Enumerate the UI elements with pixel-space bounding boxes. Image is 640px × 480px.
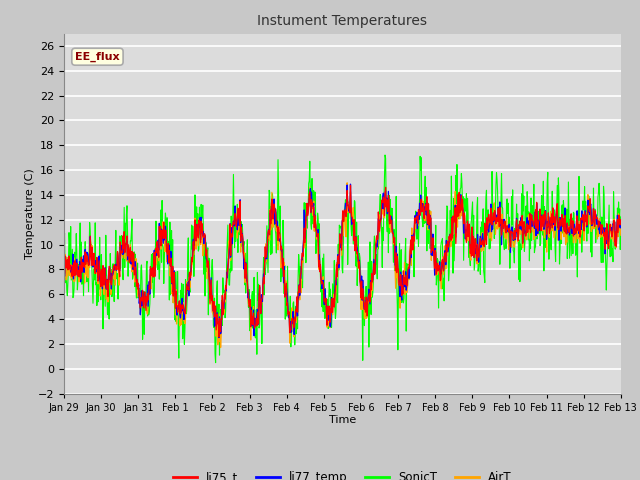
li75_t (286, 330, 294, 336)
AirT (60, 257, 68, 263)
SonicT (381, 152, 389, 158)
li77_temp (617, 220, 625, 226)
li75_t (215, 334, 223, 340)
SonicT (117, 236, 125, 242)
SonicT (286, 310, 294, 316)
li77_temp (215, 335, 223, 340)
li77_temp (444, 239, 451, 245)
Line: SonicT: SonicT (64, 155, 621, 363)
Line: AirT: AirT (64, 183, 621, 348)
Line: li75_t: li75_t (64, 185, 621, 337)
SonicT (617, 214, 625, 220)
li77_temp (286, 330, 294, 336)
li77_temp (306, 192, 314, 198)
SonicT (306, 158, 314, 164)
li77_temp (506, 221, 513, 227)
AirT (617, 232, 625, 238)
li75_t (60, 247, 68, 252)
SonicT (495, 223, 503, 229)
li75_t (506, 225, 513, 231)
li75_t (347, 182, 355, 188)
AirT (495, 221, 503, 227)
SonicT (212, 360, 220, 366)
Legend: li75_t, li77_temp, SonicT, AirT: li75_t, li77_temp, SonicT, AirT (168, 466, 516, 480)
SonicT (60, 239, 68, 245)
X-axis label: Time: Time (329, 415, 356, 425)
AirT (117, 247, 125, 253)
li75_t (495, 224, 503, 229)
Y-axis label: Temperature (C): Temperature (C) (25, 168, 35, 259)
AirT (343, 180, 351, 186)
AirT (444, 252, 451, 258)
li75_t (617, 217, 625, 223)
Title: Instument Temperatures: Instument Temperatures (257, 14, 428, 28)
li77_temp (117, 247, 125, 253)
li75_t (444, 238, 451, 244)
li77_temp (347, 181, 355, 187)
li75_t (306, 189, 314, 195)
li75_t (117, 250, 125, 256)
SonicT (506, 214, 513, 220)
Text: EE_flux: EE_flux (75, 51, 120, 62)
AirT (286, 340, 294, 346)
SonicT (444, 204, 451, 210)
li77_temp (60, 248, 68, 253)
AirT (306, 185, 314, 191)
li77_temp (495, 216, 503, 221)
AirT (506, 241, 513, 247)
Line: li77_temp: li77_temp (64, 184, 621, 337)
AirT (217, 345, 225, 350)
